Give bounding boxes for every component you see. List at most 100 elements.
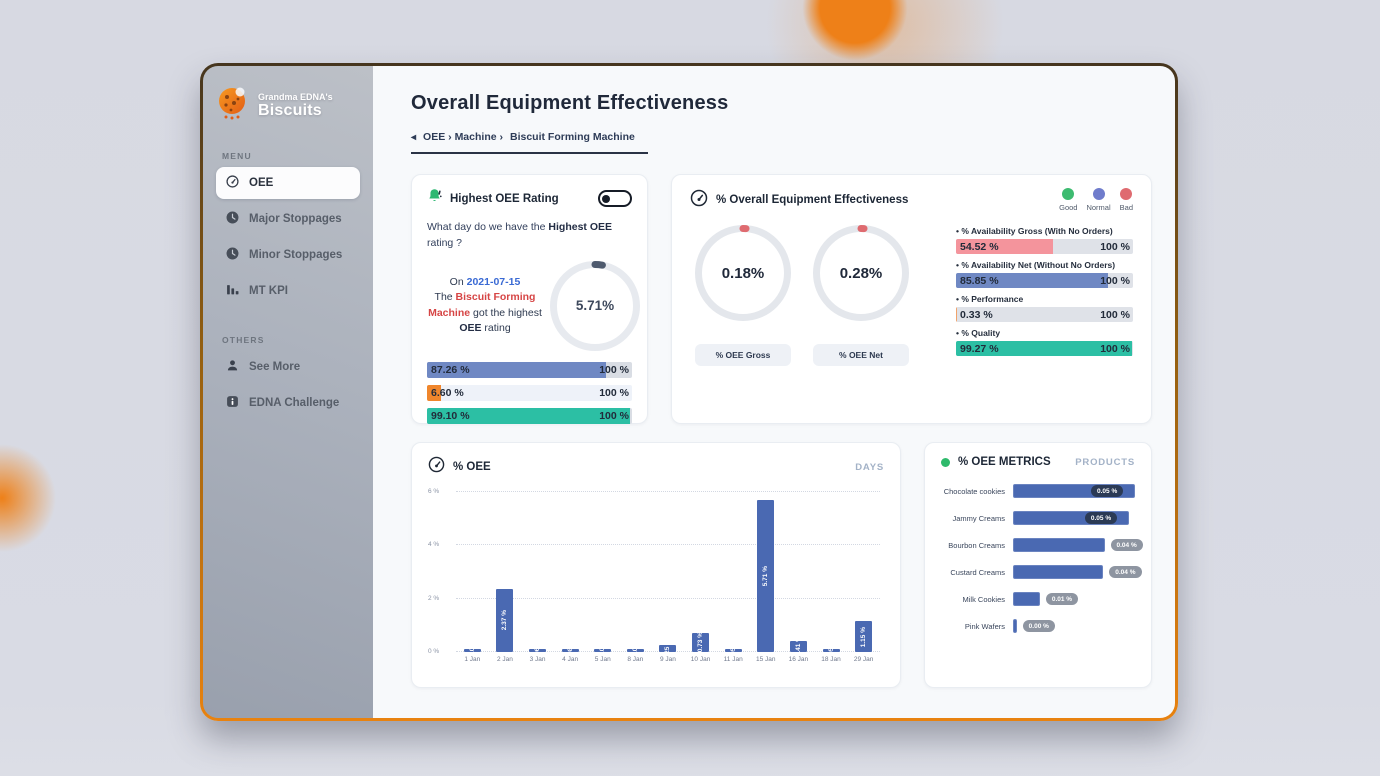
product-value-badge: 0.00 % (1022, 620, 1055, 632)
chart-bar[interactable]: 2.37 % (496, 588, 514, 652)
breadcrumb-current: Biscuit Forming Machine (510, 131, 635, 143)
product-bar[interactable] (1013, 592, 1040, 606)
chart-bar-value: 0.06 % (534, 649, 541, 652)
bar-chart-icon (226, 283, 239, 299)
y-axis-tick: 0 % (428, 648, 440, 655)
gauge-value: 5.71% (575, 298, 615, 313)
breadcrumb-segment[interactable]: OEE (423, 131, 446, 143)
product-bar-track: 0.04 % (1013, 538, 1143, 552)
chart-bar-column: 0.06 % (521, 649, 554, 652)
page-title: Overall Equipment Effectiveness (411, 92, 729, 114)
x-axis-label: 11 Jan (723, 656, 743, 663)
chart-bar-column: 0.05 % (717, 649, 750, 652)
clock-icon (226, 211, 239, 227)
metric-label: % Availability Gross (With No Orders) (956, 226, 1133, 236)
product-bar-track: 0.00 % (1013, 619, 1135, 633)
brand-name-top: Grandma EDNA's (258, 92, 333, 103)
sidebar-item-oee[interactable]: OEE (216, 167, 360, 199)
x-axis-label: 10 Jan (690, 656, 711, 663)
days-selector[interactable]: DAYS (855, 461, 884, 473)
breadcrumb-segment[interactable]: Machine (454, 131, 497, 143)
gauge-button--oee-net[interactable]: % OEE Net (813, 344, 909, 366)
product-row: Chocolate cookies 0.05 % (941, 484, 1135, 498)
oee-chart-xlabels: 1 Jan 2 Jan 3 Jan 4 Jan 5 Jan 8 Jan 9 Jan 10 Ja… (456, 656, 880, 663)
highest-gauge-donut: 5.71% (549, 260, 641, 352)
gauge-button--oee-gross[interactable]: % OEE Gross (695, 344, 791, 366)
legend-item-normal: Normal (1086, 188, 1111, 212)
sidebar-item-label: MT KPI (249, 285, 288, 297)
highest-bar: 6.60 % 100 % (427, 384, 632, 401)
chart-bar[interactable]: 0.10 % (463, 649, 481, 652)
sidebar-item-see-more[interactable]: See More (216, 351, 360, 383)
clock-icon (226, 247, 239, 263)
breadcrumb-back-icon[interactable]: ◂ (411, 131, 417, 143)
breadcrumb-separator: › (499, 131, 504, 143)
y-axis-tick: 4 % (428, 541, 440, 549)
product-bar-track: 0.05 % (1013, 511, 1135, 525)
sidebar-item-label: See More (249, 361, 301, 373)
oee-bar-chart: 0 %2 %4 %6 %0.10 %2.37 %0.06 %0.08 %0.10… (428, 488, 880, 655)
chart-bar[interactable]: 1.15 % (855, 621, 873, 652)
chart-bar-column: 5.71 % (749, 499, 782, 652)
sidebar-item-edna-challenge[interactable]: EDNA Challenge (216, 387, 360, 419)
highest-bar: 99.10 % 100 % (427, 407, 632, 424)
sidebar-item-minor-stoppages[interactable]: Minor Stoppages (216, 239, 360, 271)
chart-bar[interactable]: 0.05 % (724, 649, 742, 652)
metric-row: % Performance 0.33 % 100 % (956, 294, 1133, 322)
product-label: Chocolate cookies (943, 486, 1005, 496)
chart-bar[interactable]: 5.71 % (757, 499, 775, 652)
product-bar[interactable] (1013, 619, 1017, 633)
x-axis-label: 3 Jan (529, 656, 546, 663)
x-axis-label: 15 Jan (756, 656, 776, 663)
brand-logo: Grandma EDNA's Biscuits (216, 86, 360, 127)
breadcrumb: ◂ OEE › Machine › Biscuit Forming Machin… (411, 131, 1152, 143)
bar-fill (956, 239, 1053, 254)
metric-bar: 99.27 % 100 % (956, 341, 1133, 356)
cookie-logo-icon (216, 86, 250, 127)
gridline: 6 % (428, 488, 880, 495)
chart-bar[interactable]: 0.41 % (789, 641, 807, 652)
chart-bar[interactable]: 0.06 % (529, 649, 547, 652)
chart-bar-value: 0.05 % (730, 649, 737, 652)
chart-bar-column: 0.41 % (782, 641, 815, 652)
chart-bar[interactable]: 0.25 % (659, 645, 677, 652)
chart-bar-column: 0.73 % (684, 632, 717, 652)
status-legend: Good Normal Bad (1059, 188, 1133, 212)
chart-bar[interactable]: 0.10 % (594, 649, 612, 652)
product-bar[interactable] (1013, 538, 1105, 552)
oee-gauges: 0.18% % OEE Gross 0.28% % OEE Net (690, 224, 948, 366)
sidebar-item-mt-kpi[interactable]: MT KPI (216, 275, 360, 307)
x-axis-label: 29 Jan (853, 656, 874, 663)
sidebar-item-label: OEE (249, 177, 274, 189)
chart-bar-value: 1.15 % (860, 626, 868, 647)
highest-question: What day do we have the Highest OEE rati… (427, 221, 613, 249)
toggle-switch[interactable] (598, 190, 632, 207)
metric-bar: 85.85 % 100 % (956, 273, 1133, 288)
bar-fill (427, 407, 631, 424)
products-card-title: % OEE METRICS (958, 456, 1051, 468)
product-label: Custard Creams (950, 567, 1005, 577)
bar-value: 85.85 % (960, 274, 999, 287)
chart-bar[interactable]: 0.08 % (561, 649, 579, 652)
sidebar: Grandma EDNA's Biscuits MENU OEE Major St… (203, 66, 373, 718)
chart-bar-column: 0.10 % (456, 649, 489, 652)
product-bar[interactable] (1013, 565, 1104, 579)
chart-bar-value: 0.41 % (794, 641, 802, 652)
sidebar-item-major-stoppages[interactable]: Major Stoppages (216, 203, 360, 235)
metric-bar: 0.33 % 100 % (956, 307, 1133, 322)
product-label: Milk Cookies (962, 594, 1005, 604)
chart-bar[interactable]: 0.73 % (692, 632, 710, 652)
others-list: See More EDNA Challenge (216, 351, 360, 419)
chart-bar-column: 0.08 % (554, 649, 587, 652)
product-value-badge: 0.05 % (1084, 512, 1118, 524)
product-bar-track: 0.04 % (1013, 565, 1142, 579)
chart-bar[interactable]: 0.10 % (626, 649, 644, 652)
gauge-column: 0.28% % OEE Net (812, 224, 910, 366)
chart-bar[interactable]: 0.05 % (822, 649, 840, 652)
x-axis-label: 16 Jan (788, 656, 809, 663)
gauge-value: 0.28% (839, 264, 883, 282)
chart-bar-column: 2.37 % (489, 588, 522, 652)
highest-oee-gauge: 5.71% (549, 260, 641, 352)
products-selector[interactable]: PRODUCTS (1075, 456, 1135, 468)
y-axis-tick: 6 % (428, 488, 440, 495)
